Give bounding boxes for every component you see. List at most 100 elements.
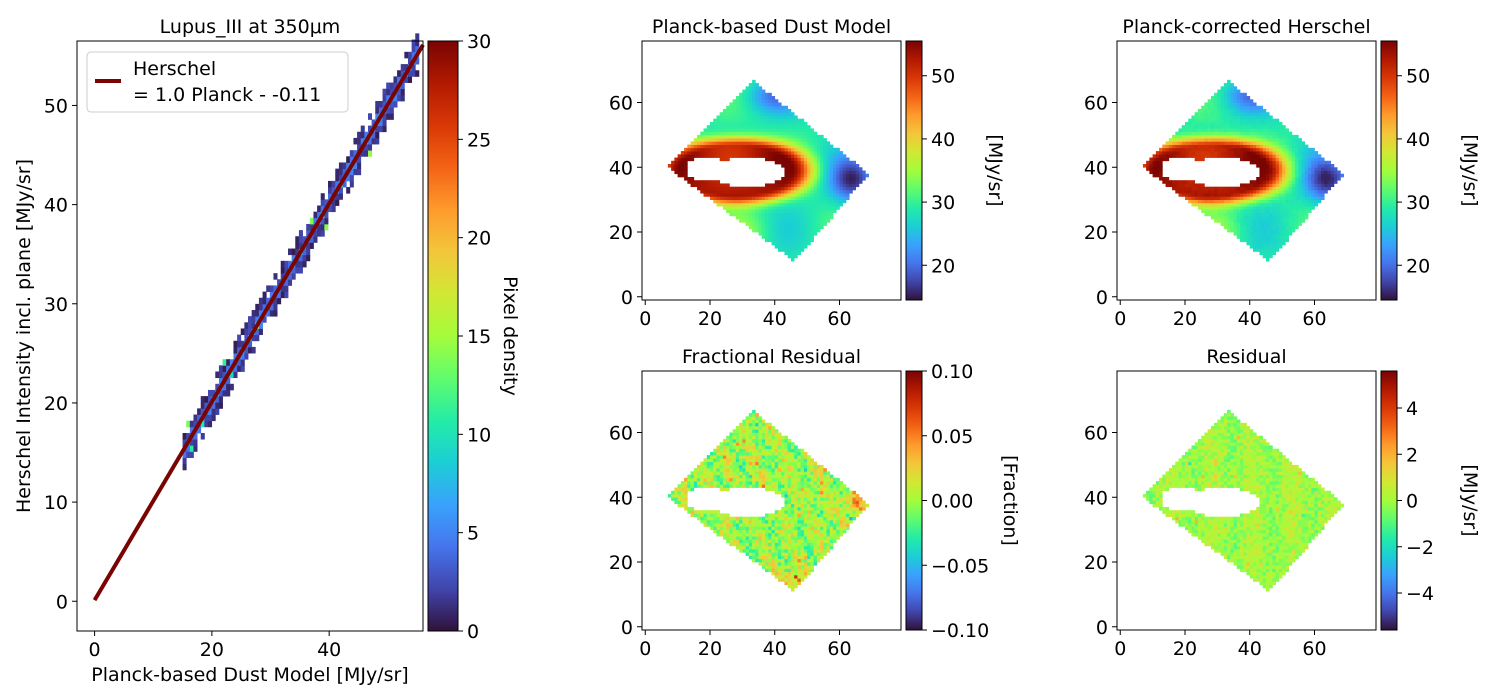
density-cell <box>182 463 187 471</box>
map-pixel <box>752 416 756 420</box>
map-pixel <box>1172 186 1176 191</box>
map-pixel <box>1298 180 1302 184</box>
map-pixel <box>1214 125 1218 129</box>
map-pixel <box>781 160 785 165</box>
map-pixel <box>709 186 714 191</box>
map-pixel <box>1262 180 1267 184</box>
map-pixel <box>1194 128 1199 132</box>
map-pixel <box>774 448 779 453</box>
map-pixel <box>1301 202 1306 207</box>
map-pixel <box>1301 180 1306 184</box>
map-pixel <box>739 429 743 433</box>
map-pixel <box>813 526 818 530</box>
map-pixel <box>813 154 818 158</box>
map-pixel <box>713 193 717 197</box>
map-pixel <box>794 506 798 511</box>
map-pixel <box>719 147 724 152</box>
map-pixel <box>755 125 759 129</box>
map-pixel <box>823 500 827 505</box>
map-pixel <box>758 464 763 469</box>
map-pixel <box>722 513 727 518</box>
map-pixel <box>758 154 763 158</box>
map-pixel <box>1295 199 1299 204</box>
map-pixel <box>755 189 759 194</box>
map-pixel <box>1259 154 1264 158</box>
map-pixel <box>758 432 763 437</box>
density-cell <box>218 389 223 397</box>
map-pixel <box>761 536 766 540</box>
map-pixel <box>761 102 766 107</box>
map-pixel <box>1217 151 1221 155</box>
map-pixel <box>758 451 763 456</box>
map-pixel <box>790 461 795 466</box>
map-pixel <box>765 225 769 230</box>
map-pixel <box>745 189 750 194</box>
map-pixel <box>826 151 831 155</box>
map-pixel <box>752 552 756 556</box>
density-cell <box>382 119 387 126</box>
map-pixel <box>1256 105 1260 110</box>
map-pixel <box>735 102 740 107</box>
map-pixel <box>807 500 811 505</box>
map-pixel <box>1165 183 1170 188</box>
map-pixel <box>787 228 792 233</box>
map-pixel <box>1275 209 1280 213</box>
map-pixel <box>1236 228 1241 233</box>
map-pixel <box>1233 151 1238 155</box>
map-pixel <box>1233 128 1238 132</box>
density-cell <box>288 248 293 256</box>
map-pixel <box>1240 99 1244 103</box>
map-pixel <box>1262 186 1267 191</box>
map-pixel <box>1282 215 1286 220</box>
map-pixel <box>742 429 746 433</box>
map-pixel <box>693 144 698 149</box>
map-pixel <box>787 461 792 466</box>
map-pixel <box>1227 99 1231 103</box>
map-pixel <box>820 539 824 543</box>
map-pixel <box>713 471 717 475</box>
map-pixel <box>797 202 801 207</box>
map-pixel <box>1223 83 1228 87</box>
map-pixel <box>1243 138 1247 142</box>
map-pixel <box>758 516 763 521</box>
map-pixel <box>680 484 685 488</box>
map-pixel <box>807 131 811 136</box>
map-pixel <box>1282 219 1286 223</box>
map-pixel <box>768 565 772 569</box>
map-pixel <box>765 526 769 530</box>
map-pixel <box>1223 105 1228 110</box>
map-pixel <box>1272 121 1276 126</box>
x-tick-label: 60 <box>827 308 851 330</box>
map-pixel <box>729 193 733 197</box>
map-pixel <box>1223 206 1228 210</box>
map-pixel <box>787 112 792 116</box>
map-pixel <box>761 552 766 556</box>
map-pixel <box>826 154 831 158</box>
map-pixel <box>680 173 685 178</box>
density-cell <box>193 414 198 422</box>
map-pixel <box>729 539 733 543</box>
map-pixel <box>732 529 737 534</box>
map-pixel <box>813 539 818 543</box>
map-pixel <box>807 189 811 194</box>
density-cell <box>404 51 409 59</box>
map-pixel <box>777 432 782 437</box>
map-pixel <box>1162 144 1166 149</box>
map-pixel <box>787 225 792 230</box>
map-pixel <box>1240 102 1244 107</box>
density-cell <box>331 205 336 213</box>
map-pixel <box>800 199 805 204</box>
map-pixel <box>745 484 750 488</box>
map-pixel <box>807 484 811 488</box>
map-pixel <box>1259 108 1264 113</box>
map-pixel <box>790 251 795 256</box>
density-cell <box>375 100 380 108</box>
map-pixel <box>1240 151 1244 155</box>
map-pixel <box>674 500 678 505</box>
map-pixel <box>1288 147 1293 152</box>
map-pixel <box>839 176 844 181</box>
map-pixel <box>820 170 824 175</box>
map-pixel <box>803 536 808 540</box>
map-pixel <box>1288 186 1293 191</box>
map-pixel <box>781 549 785 553</box>
